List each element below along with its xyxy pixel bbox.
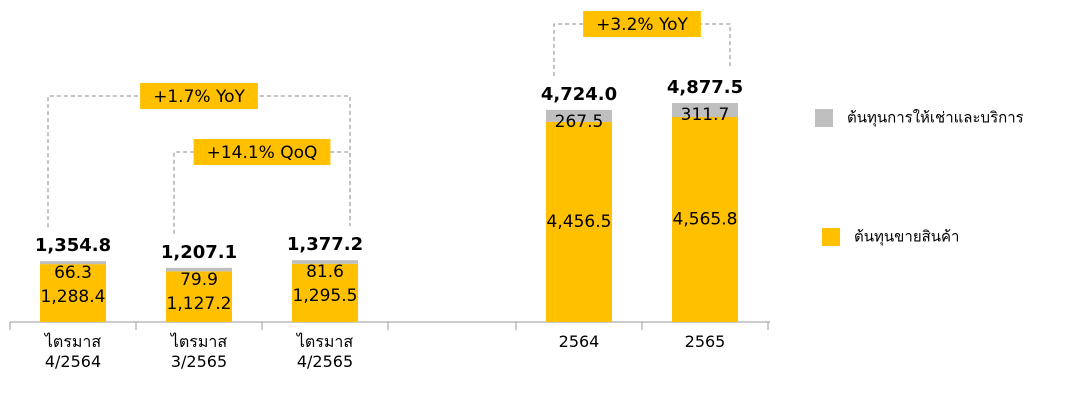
annotation: +14.1% QoQ [207,143,318,163]
bar-segment [672,116,738,322]
x-tick-label: ไตรมาส 4/2564 [44,332,102,371]
legend-swatch [822,228,840,246]
legend-swatch [815,109,833,127]
total-label: 4,724.0 [541,84,617,105]
value-label: 66.3 [54,263,92,283]
value-label: 79.9 [180,270,218,290]
value-label: 4,456.5 [547,212,612,232]
annotation: +1.7% YoY [153,87,245,107]
total-label: 1,377.2 [287,234,363,255]
value-label: 311.7 [681,105,730,125]
x-tick-label: 2565 [684,332,726,351]
annotation: +3.2% YoY [596,15,688,35]
x-tick-label: ไตรมาส 4/2565 [296,332,354,371]
bar-segment [546,109,612,122]
x-tick-label: 2564 [558,332,600,351]
bar-segment [40,264,106,322]
value-label: 1,295.5 [293,286,358,306]
total-label: 1,207.1 [161,242,237,263]
value-label: 1,127.2 [167,294,232,314]
legend-label: ต้นทุนการให้เช่าและบริการ [847,109,1024,128]
bar-segment [292,260,358,264]
value-label: 81.6 [306,262,344,282]
bar-segment [546,121,612,322]
bar-segment [672,103,738,117]
value-label: 4,565.8 [673,209,738,229]
legend-label: ต้นทุนขายสินค้า [854,228,959,247]
value-label: 1,288.4 [41,287,106,307]
annotation-box [583,11,701,37]
bar-segment [40,261,106,265]
bar-segment [166,271,232,322]
value-label: 267.5 [555,112,604,132]
bar-segment [166,267,232,272]
annotation-box [193,139,331,165]
bar-segment [292,263,358,322]
annotation-box [140,83,258,109]
total-label: 4,877.5 [667,77,743,98]
total-label: 1,354.8 [35,235,111,256]
x-tick-label: ไตรมาส 3/2565 [170,332,228,371]
